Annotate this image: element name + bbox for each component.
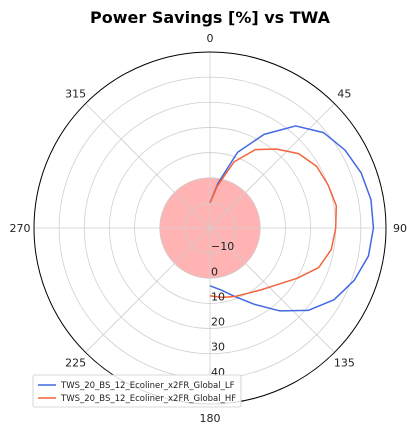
angle-tick-label: 135 bbox=[334, 356, 355, 369]
series-group bbox=[209, 125, 375, 312]
angular-gridline bbox=[85, 227, 211, 353]
chart-title: Power Savings [%] vs TWA bbox=[90, 8, 331, 27]
legend-box bbox=[32, 374, 242, 408]
grid bbox=[33, 51, 387, 405]
radial-tick-label: 20 bbox=[211, 316, 225, 329]
angle-tick-label: 225 bbox=[65, 356, 86, 369]
angle-tick-label: 90 bbox=[393, 222, 407, 235]
radial-tick-label: 0 bbox=[211, 265, 218, 278]
angle-tick-label: 270 bbox=[10, 222, 31, 235]
angle-tick-label: 45 bbox=[337, 88, 351, 101]
angle-tick-label: 180 bbox=[200, 412, 221, 425]
angle-tick-label: 0 bbox=[207, 32, 214, 45]
legend: TWS_20_BS_12_Ecoliner_x2FR_Global_LF TWS_… bbox=[32, 374, 242, 408]
series-line bbox=[209, 148, 338, 299]
series-line bbox=[209, 125, 375, 312]
angular-gridline bbox=[209, 103, 335, 229]
angle-tick-label: 315 bbox=[65, 88, 86, 101]
radial-tick-label: 10 bbox=[211, 290, 225, 303]
angular-gridline bbox=[85, 103, 211, 229]
angular-gridline bbox=[209, 227, 335, 353]
radial-tick-label: 30 bbox=[211, 341, 225, 354]
legend-label: TWS_20_BS_12_Ecoliner_x2FR_Global_HF bbox=[60, 394, 236, 404]
legend-label: TWS_20_BS_12_Ecoliner_x2FR_Global_LF bbox=[60, 381, 235, 391]
radial-tick-label: −10 bbox=[211, 240, 234, 253]
